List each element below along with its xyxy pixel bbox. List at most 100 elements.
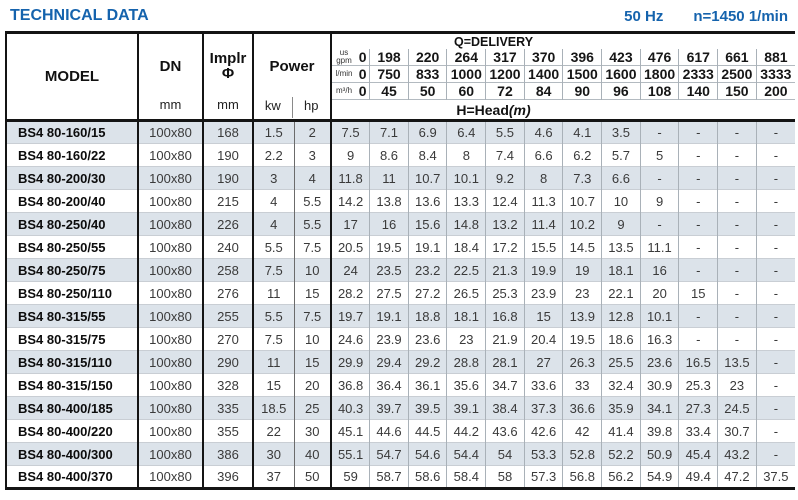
head-value-cell: 27.5 <box>369 281 409 305</box>
head-value-cell: 16.8 <box>485 304 525 328</box>
head-value-cell: - <box>717 120 757 144</box>
head-value-cell: 14.5 <box>562 235 602 259</box>
head-value-cell: - <box>755 189 795 213</box>
head-value-cell: 56.8 <box>562 465 602 489</box>
head-value-cell: 29.9 <box>331 350 370 374</box>
head-value-cell: 4.1 <box>562 120 602 144</box>
head-value-cell: 23.6 <box>407 327 447 351</box>
head-value-cell: 52.2 <box>601 442 641 466</box>
table-row: BS4 80-315/110 100x80 290 11 15 29.9 29.4 29.2 2… <box>6 350 795 374</box>
head-value-cell: 16 <box>369 212 409 236</box>
hp-cell: 2 <box>294 120 333 144</box>
head-value-cell: 47.2 <box>717 465 757 489</box>
head-value-cell: 42.6 <box>523 419 563 443</box>
head-value-cell: 58.7 <box>369 465 409 489</box>
head-value-cell: 37.3 <box>523 396 563 420</box>
dn-cell: 100x80 <box>138 120 204 144</box>
model-cell: BS4 80-250/75 <box>6 258 139 282</box>
hp-cell: 30 <box>294 419 333 443</box>
head-value-cell: 13.8 <box>369 189 409 213</box>
table-row: BS4 80-315/55 100x80 255 5.5 7.5 19.7 19.1 18.8… <box>6 304 795 328</box>
flow-value: 0 <box>358 83 367 99</box>
hp-cell: 25 <box>294 396 333 420</box>
head-value-cell: 29.2 <box>407 350 447 374</box>
head-value-cell: - <box>639 166 679 190</box>
head-value-cell: 43.2 <box>717 442 757 466</box>
head-value-cell: 49.4 <box>678 465 718 489</box>
flow-value: 423 <box>601 49 641 66</box>
head-value-cell: 8.4 <box>407 143 447 167</box>
head-value-cell: 3.5 <box>601 120 641 144</box>
head-value-cell: 58.6 <box>407 465 447 489</box>
hp-cell: 4 <box>294 166 333 190</box>
table-row: BS4 80-200/30 100x80 190 3 4 11.8 11 10.7 10.1 9.… <box>6 166 795 190</box>
head-value-cell: 37.5 <box>755 465 795 489</box>
head-value-cell: 55.1 <box>331 442 370 466</box>
kw-cell: 4 <box>253 212 295 236</box>
dn-cell: 100x80 <box>138 327 204 351</box>
head-value-cell: 54.9 <box>639 465 679 489</box>
head-value-cell: 10.7 <box>407 166 447 190</box>
model-cell: BS4 80-250/110 <box>6 281 139 305</box>
model-cell: BS4 80-315/55 <box>6 304 139 328</box>
head-value-cell: 26.5 <box>446 281 486 305</box>
head-value-cell: 18.6 <box>601 327 641 351</box>
head-value-cell: 23.9 <box>523 281 563 305</box>
flow-value: 50 <box>407 82 447 100</box>
kw-cell: 22 <box>253 419 295 443</box>
head-value-cell: - <box>678 304 718 328</box>
head-value-cell: 7.3 <box>562 166 602 190</box>
head-value-cell: - <box>755 396 795 420</box>
head-value-cell: 23 <box>562 281 602 305</box>
head-value-cell: 27 <box>523 350 563 374</box>
flow-value: 1200 <box>485 65 525 83</box>
head-value-cell: 13.6 <box>407 189 447 213</box>
head-value-cell: 5.7 <box>601 143 641 167</box>
head-value-cell: - <box>717 166 757 190</box>
dn-cell: 100x80 <box>138 442 204 466</box>
flow-value: 0 <box>358 49 367 65</box>
flow-unit-label: m³/h <box>336 86 353 95</box>
flow-value: 617 <box>678 49 718 66</box>
head-value-cell: 8.6 <box>369 143 409 167</box>
flow-value: 108 <box>639 82 679 100</box>
head-value-cell: - <box>678 143 718 167</box>
table-row: BS4 80-400/185 100x80 335 18.5 25 40.3 39.7 39.… <box>6 396 795 420</box>
head-value-cell: - <box>755 258 795 282</box>
model-cell: BS4 80-250/40 <box>6 212 139 236</box>
model-cell: BS4 80-400/370 <box>6 465 139 489</box>
head-value-cell: 10.7 <box>562 189 602 213</box>
flow-value: 60 <box>446 82 486 100</box>
head-value-cell: 14.2 <box>331 189 370 213</box>
model-cell: BS4 80-400/300 <box>6 442 139 466</box>
operating-conditions: 50 Hz n=1450 1/min <box>594 8 788 25</box>
head-value-cell: 29.4 <box>369 350 409 374</box>
frequency-label: 50 Hz <box>624 8 664 25</box>
head-value-cell: - <box>717 189 757 213</box>
model-cell: BS4 80-400/220 <box>6 419 139 443</box>
head-value-cell: 23 <box>717 373 757 397</box>
head-value-cell: 6.2 <box>562 143 602 167</box>
head-value-cell: 23.2 <box>407 258 447 282</box>
hp-cell: 40 <box>294 442 333 466</box>
head-value-cell: - <box>755 304 795 328</box>
head-value-cell: 39.5 <box>407 396 447 420</box>
kw-cell: 1.5 <box>253 120 295 144</box>
head-value-cell: 33 <box>562 373 602 397</box>
head-value-cell: - <box>639 212 679 236</box>
head-value-cell: 16 <box>639 258 679 282</box>
flow-value: 881 <box>755 49 795 66</box>
head-value-cell: 6.4 <box>446 120 486 144</box>
head-value-cell: 36.8 <box>331 373 370 397</box>
head-value-cell: 28.8 <box>446 350 486 374</box>
flow-value: 370 <box>523 49 563 66</box>
head-value-cell: 54.6 <box>407 442 447 466</box>
table-row: BS4 80-250/40 100x80 226 4 5.5 17 16 15.6 14.8 13… <box>6 212 795 236</box>
head-value-cell: 45.1 <box>331 419 370 443</box>
col-header-model: MODEL <box>6 32 139 122</box>
head-value-cell: 23 <box>446 327 486 351</box>
kw-cell: 11 <box>253 350 295 374</box>
head-value-cell: 40.3 <box>331 396 370 420</box>
head-value-cell: 36.6 <box>562 396 602 420</box>
head-value-cell: 58.4 <box>446 465 486 489</box>
